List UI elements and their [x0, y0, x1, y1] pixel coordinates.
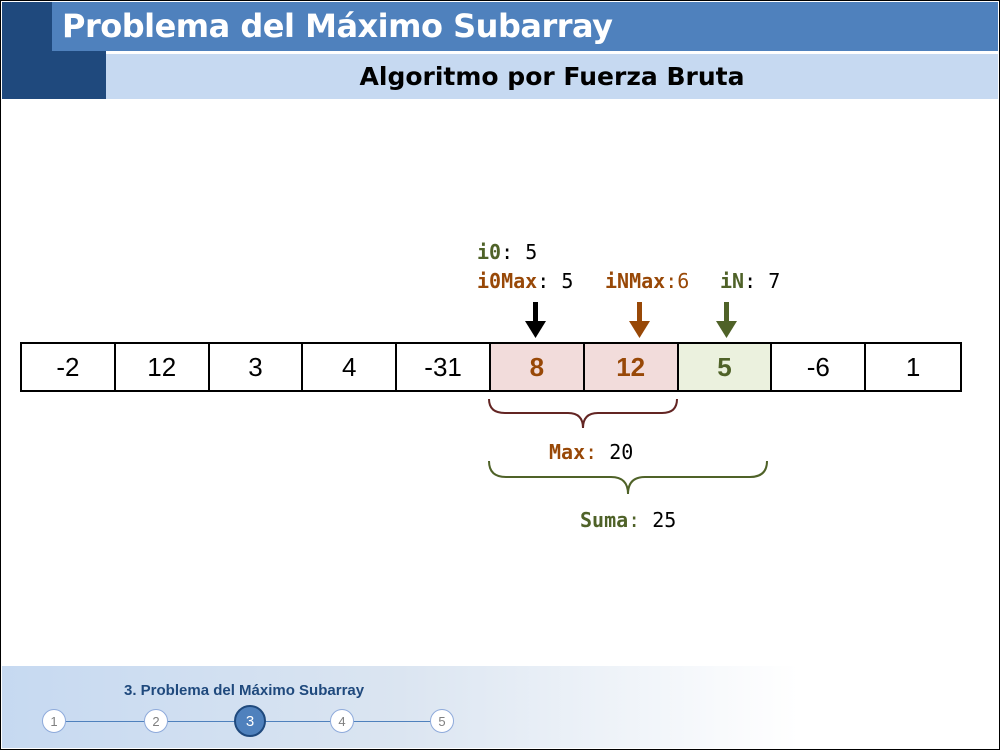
step-4-button[interactable]: 4: [330, 709, 354, 733]
array-cell-4: -31: [397, 344, 491, 390]
array-cell-9: 1: [905, 351, 921, 382]
array-cell-6: 12: [584, 344, 679, 390]
array-cell-8: -6: [772, 344, 867, 390]
array-cell-1: 12: [116, 344, 210, 390]
suma-separator: :: [628, 508, 653, 532]
array-cell-7: 5: [678, 344, 773, 390]
suma-name: Suma: [580, 508, 629, 532]
subtitle-bar: [106, 54, 998, 99]
pointer-in-value: 7: [768, 269, 781, 293]
max-sum-name: Max: [549, 440, 586, 464]
suma-value: 25: [652, 508, 677, 532]
pointer-in-label: iN: 7: [720, 269, 780, 293]
array-cell-0: -2: [22, 344, 116, 390]
pointer-in-name: iN: [720, 269, 745, 293]
slide-title: Problema del Máximo Subarray: [62, 7, 613, 45]
step-3-button[interactable]: 3: [234, 705, 266, 737]
pointer-i0-name: i0: [477, 240, 502, 264]
max-brace-icon: [488, 398, 678, 429]
pointer-inmax-name: iNMax: [605, 269, 666, 293]
pointer-inmax-label: iNMax:6: [605, 269, 689, 293]
max-sum-value: 20: [609, 440, 634, 464]
pointer-in-separator: :: [744, 269, 769, 293]
suma-brace-icon: [488, 460, 768, 495]
footer-section-title: 3. Problema del Máximo Subarray: [124, 682, 365, 699]
max-sum-separator: :: [585, 440, 610, 464]
suma-label: Suma: 25: [580, 508, 676, 532]
arrow-i0-down-icon: [525, 302, 546, 338]
pointer-i0max-label: i0Max: 5: [477, 269, 573, 293]
step-1-button[interactable]: 1: [42, 709, 66, 733]
pointer-i0max-separator: :: [537, 269, 562, 293]
array-cell-2: 3: [210, 344, 304, 390]
arrow-inmax-down-icon: [629, 302, 650, 338]
pointer-i0-separator: :: [501, 240, 526, 264]
arrow-in-down-icon: [716, 302, 737, 338]
max-sum-label: Max: 20: [549, 440, 633, 464]
step-2-button[interactable]: 2: [144, 709, 168, 733]
array-cell-3: 4: [303, 344, 398, 390]
pointer-inmax-value: 6: [677, 269, 690, 293]
slide-subtitle: Algoritmo por Fuerza Bruta: [359, 62, 745, 91]
pointer-i0max-value: 5: [561, 269, 574, 293]
step-5-button[interactable]: 5: [430, 709, 454, 733]
pointer-i0-label: i0: 5: [477, 240, 537, 264]
array-strip: -2 12 3 4 -31 8 12 5 -6 1: [20, 342, 962, 392]
pointer-i0-value: 5: [525, 240, 538, 264]
array-cell-5: 8: [490, 344, 585, 390]
pointer-inmax-separator: :: [665, 269, 678, 293]
pointer-i0max-name: i0Max: [477, 269, 538, 293]
title-bar: [52, 2, 998, 51]
footer-bar: [2, 666, 998, 748]
